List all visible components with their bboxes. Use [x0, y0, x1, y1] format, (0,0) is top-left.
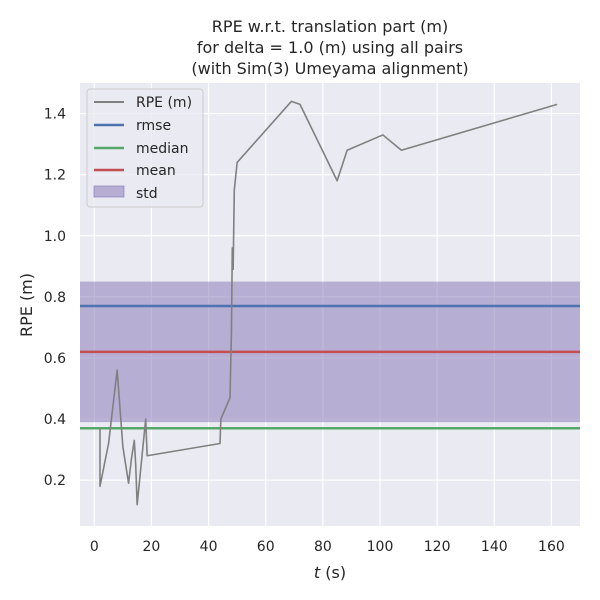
y-tick-labels: 0.2 0.4 0.6 0.8 1.0 1.2 1.4 [44, 107, 66, 490]
stat-lines-group [80, 304, 580, 430]
x-tick-label-4: 80 [314, 539, 332, 555]
y-tick-label-2: 0.6 [44, 351, 66, 367]
x-tick-label-6: 120 [424, 539, 451, 555]
x-axis-label: t (s) [314, 563, 346, 582]
x-tick-label-3: 60 [257, 539, 275, 555]
y-tick-label-0: 0.2 [44, 473, 66, 489]
x-tick-label-2: 40 [200, 539, 218, 555]
x-tick-label-1: 20 [143, 539, 161, 555]
x-tick-label-5: 100 [367, 539, 394, 555]
chart-title-line-3: (with Sim(3) Umeyama alignment) [191, 59, 468, 78]
x-tick-labels: 0 20 40 60 80 100 120 140 160 [90, 539, 565, 555]
x-tick-label-8: 160 [538, 539, 565, 555]
series-group [99, 100, 558, 506]
chart-title-line-2: for delta = 1.0 (m) using all pairs [197, 38, 463, 57]
legend-label-mean: mean [136, 163, 176, 179]
legend-swatch-std [93, 185, 125, 198]
legend-frame [86, 88, 204, 208]
y-tick-label-1: 0.4 [44, 412, 66, 428]
legend-label-std: std [136, 186, 158, 202]
legend: RPE (m) rmse median mean std [86, 88, 204, 208]
legend-label-rmse: rmse [136, 118, 171, 134]
legend-label-median: median [136, 141, 188, 157]
chart-title-line-1: RPE w.r.t. translation part (m) [212, 17, 448, 36]
x-tick-label-0: 0 [90, 539, 99, 555]
y-tick-label-4: 1.0 [44, 229, 66, 245]
y-tick-label-5: 1.2 [44, 168, 66, 184]
y-axis-label: RPE (m) [17, 273, 36, 337]
rpe-series-line [99, 100, 558, 506]
x-axis-label-var: t [314, 563, 321, 582]
legend-label-rpe: RPE (m) [136, 95, 192, 111]
y-tick-label-6: 1.4 [44, 107, 66, 123]
x-axis-label-unit: (s) [320, 563, 346, 582]
x-tick-label-7: 140 [481, 539, 508, 555]
y-tick-label-3: 0.8 [44, 290, 66, 306]
